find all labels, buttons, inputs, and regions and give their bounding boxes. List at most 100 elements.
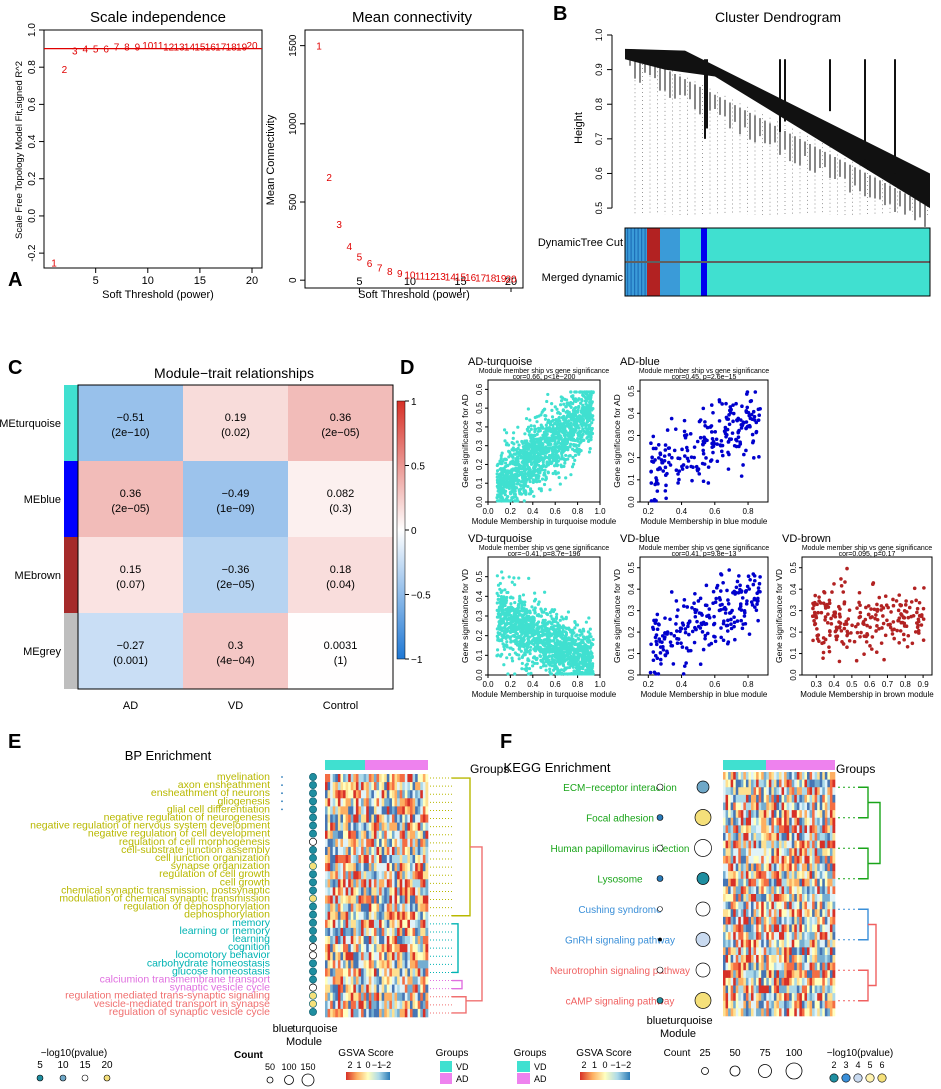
data-point [541, 643, 545, 647]
heatmap-cell [340, 911, 344, 921]
heatmap-cell [361, 846, 364, 856]
data-point [513, 600, 517, 605]
data-point [513, 499, 517, 503]
heatmap-cell [288, 461, 393, 537]
data-point [517, 489, 522, 493]
cell-pvalue: (4e−04) [216, 655, 254, 667]
data-point [588, 655, 592, 659]
data-point [511, 459, 515, 463]
heatmap-cell [402, 903, 406, 912]
heatmap-cell [379, 911, 382, 921]
y-tick-label: 0.8 [594, 98, 604, 111]
heatmap-cell [399, 895, 403, 904]
data-point [568, 454, 572, 458]
module-color-stripe [637, 228, 639, 261]
heatmap-cell [345, 846, 349, 856]
heatmap-cell [373, 782, 377, 791]
heatmap-cell [407, 911, 411, 921]
heatmap-cell [373, 895, 377, 904]
heatmap-cell [415, 895, 418, 904]
heatmap-cell [371, 814, 375, 823]
data-point [533, 611, 537, 615]
data-point [654, 476, 658, 480]
data-point [502, 647, 507, 652]
power-point-label: 2 [62, 65, 68, 76]
data-point [530, 639, 534, 644]
heatmap-cell [373, 806, 377, 815]
data-point [519, 649, 523, 653]
heatmap-cell [412, 855, 416, 864]
x-tick-label: 0.6 [709, 680, 721, 689]
heatmap-cell [371, 806, 375, 815]
data-point [915, 610, 919, 615]
data-point [501, 471, 505, 475]
heatmap-cell [381, 774, 385, 783]
heatmap-cell [425, 863, 429, 872]
heatmap-cell [397, 919, 400, 929]
data-point [821, 650, 826, 655]
heatmap-cell [422, 952, 426, 961]
heatmap-cell [397, 952, 400, 961]
data-point [719, 439, 724, 443]
heatmap-cell [371, 838, 375, 848]
data-point [586, 397, 590, 401]
data-point [504, 635, 508, 639]
data-point [739, 618, 743, 623]
data-point [529, 645, 533, 649]
power-point-label: 13 [173, 43, 185, 54]
heatmap-cell [404, 871, 408, 880]
data-point [745, 392, 749, 396]
scale-tick-label: 0 [411, 526, 417, 537]
data-point [550, 408, 554, 412]
data-point [499, 454, 503, 458]
heatmap-cell [412, 822, 416, 831]
data-point [898, 629, 903, 633]
data-point [653, 482, 657, 487]
heatmap-cell [381, 927, 385, 937]
heatmap-cell [371, 944, 375, 953]
heatmap-cell [363, 895, 367, 904]
heatmap-cell [335, 790, 339, 799]
heatmap-cell [330, 927, 334, 937]
data-point [656, 443, 661, 447]
data-point [498, 467, 502, 471]
power-point-label: 8 [387, 267, 393, 278]
y-tick-label: 0.4 [789, 583, 798, 595]
y-axis-label: Gene significance for VD [460, 569, 470, 663]
scatter-title: VD-brown [782, 533, 831, 545]
heatmap-cell [361, 911, 364, 921]
heatmap-cell [386, 822, 390, 831]
data-point [554, 472, 558, 476]
cell-correlation: 0.3 [228, 640, 243, 652]
data-point [572, 423, 576, 427]
heatmap-cell [343, 968, 346, 977]
data-point [503, 439, 507, 443]
data-point [585, 436, 589, 440]
data-point [672, 448, 677, 453]
enrichment-dot [309, 773, 317, 781]
heatmap-cell [407, 863, 411, 872]
heatmap-cell [381, 830, 385, 840]
data-point [528, 474, 532, 478]
heatmap-cell [399, 855, 403, 864]
data-point [539, 489, 543, 493]
heatmap-cell [330, 774, 334, 783]
heatmap-cell [402, 830, 406, 840]
data-point [537, 600, 541, 604]
heatmap-cell [353, 879, 357, 888]
data-point [577, 450, 582, 454]
heatmap-cell [420, 782, 424, 791]
heatmap-cell [337, 863, 341, 872]
heatmap-cell [407, 927, 411, 937]
heatmap-cell [353, 863, 357, 872]
heatmap-cell [343, 944, 346, 953]
heatmap-cell [335, 830, 339, 840]
data-point [555, 656, 559, 660]
heatmap-cell [409, 814, 413, 823]
heatmap-cell [373, 927, 377, 937]
data-point [540, 609, 544, 613]
heatmap-cell [371, 927, 375, 937]
data-point [560, 649, 564, 653]
data-point [656, 467, 660, 472]
data-point [510, 629, 514, 633]
